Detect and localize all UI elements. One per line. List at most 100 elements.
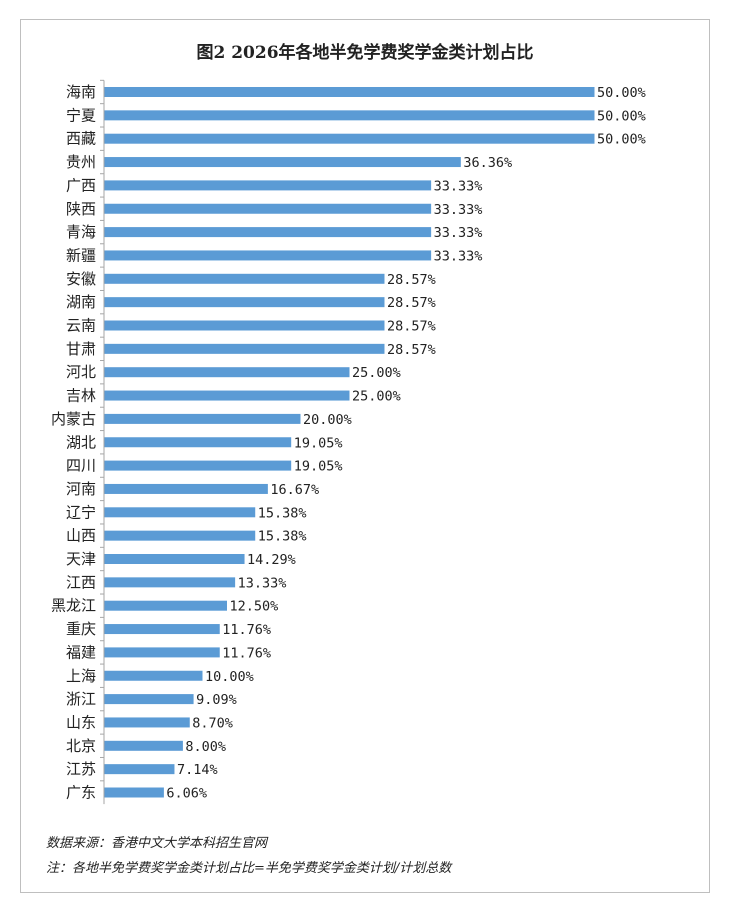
bar-20 <box>104 554 245 564</box>
data-label: 50.00% <box>597 132 646 148</box>
data-label: 25.00% <box>352 365 401 381</box>
data-label: 20.00% <box>303 412 352 428</box>
category-label: 上海 <box>66 667 96 685</box>
data-label: 28.57% <box>387 342 436 358</box>
category-label: 云南 <box>66 317 96 335</box>
data-label: 8.70% <box>192 715 233 731</box>
data-label: 12.50% <box>230 599 279 615</box>
category-label: 湖北 <box>66 433 96 451</box>
bar-9 <box>104 297 385 308</box>
bar-21 <box>104 577 236 588</box>
bar-24 <box>104 647 220 658</box>
data-label: 50.00% <box>597 85 646 101</box>
data-label: 8.00% <box>185 739 226 755</box>
data-label: 50.00% <box>597 108 646 124</box>
bar-16 <box>104 460 292 471</box>
category-label: 贵州 <box>66 153 96 171</box>
data-label: 11.76% <box>222 645 271 661</box>
data-label: 6.06% <box>166 786 207 802</box>
category-label: 广东 <box>66 784 96 802</box>
bar-7 <box>104 250 432 261</box>
data-label: 13.33% <box>238 575 287 591</box>
bar-0 <box>104 87 595 97</box>
data-label: 7.14% <box>177 762 218 778</box>
data-label: 9.09% <box>196 692 237 708</box>
bar-6 <box>104 227 432 238</box>
category-label: 甘肃 <box>66 340 96 358</box>
category-label: 黑龙江 <box>51 597 96 615</box>
data-source-note: 数据来源：香港中文大学本科招生官网 <box>46 836 268 851</box>
data-label: 28.57% <box>387 272 436 288</box>
category-label: 福建 <box>66 643 96 661</box>
category-label: 内蒙古 <box>51 410 96 428</box>
bar-10 <box>104 320 385 331</box>
category-label: 浙江 <box>66 690 96 708</box>
bar-22 <box>104 600 227 611</box>
data-label: 15.38% <box>258 505 307 521</box>
data-label: 33.33% <box>434 202 483 218</box>
bar-28 <box>104 740 183 751</box>
bar-23 <box>104 624 220 635</box>
category-label: 北京 <box>66 737 96 755</box>
chart-title: 图2 2026年各地半免学费奖学金类计划占比 <box>196 43 534 63</box>
bar-5 <box>104 203 432 214</box>
bar-1 <box>104 110 595 121</box>
category-label: 江西 <box>66 573 96 591</box>
data-label: 11.76% <box>222 622 271 638</box>
bars <box>104 87 595 798</box>
category-label: 辽宁 <box>66 503 96 521</box>
chart-axis <box>100 79 105 805</box>
bar-30 <box>104 787 164 798</box>
bar-26 <box>104 694 194 705</box>
bar-17 <box>104 483 268 494</box>
category-label: 青海 <box>66 223 96 241</box>
category-label: 湖南 <box>66 293 96 311</box>
bar-27 <box>104 717 190 728</box>
bar-29 <box>104 764 175 775</box>
data-label: 33.33% <box>434 178 483 194</box>
data-label: 16.67% <box>270 482 319 498</box>
category-label: 山东 <box>66 713 96 731</box>
data-label: 14.29% <box>247 552 296 568</box>
category-label: 宁夏 <box>66 106 96 124</box>
category-label: 吉林 <box>66 387 96 405</box>
category-label: 新疆 <box>66 246 96 264</box>
data-label: 25.00% <box>352 389 401 405</box>
category-label: 安徽 <box>66 270 96 288</box>
bar-14 <box>104 413 301 424</box>
bar-3 <box>104 157 461 168</box>
value-labels: 50.00% 50.00% 50.00% 36.36% 33.33% 33.33% 33.3… <box>166 85 645 802</box>
category-label: 重庆 <box>66 620 96 638</box>
data-label: 15.38% <box>258 529 307 545</box>
category-label: 四川 <box>66 457 96 475</box>
category-label: 广西 <box>66 176 96 194</box>
category-label: 山西 <box>66 527 96 545</box>
data-label: 19.05% <box>294 435 343 451</box>
bar-19 <box>104 530 256 541</box>
data-label: 28.57% <box>387 295 436 311</box>
category-labels: 海南宁夏西藏贵州广西陕西青海新疆安徽湖南云南甘肃河北吉林内蒙古湖北四川河南辽宁山… <box>51 83 96 802</box>
data-label: 19.05% <box>294 459 343 475</box>
bar-15 <box>104 437 292 448</box>
category-label: 河北 <box>66 363 96 381</box>
category-label: 江苏 <box>66 760 96 778</box>
data-label: 33.33% <box>434 225 483 241</box>
formula-note: 注：各地半免学费奖学金类计划占比=半免学费奖学金类计划/计划总数 <box>46 861 452 876</box>
bar-18 <box>104 507 256 518</box>
category-label: 天津 <box>66 550 96 568</box>
data-label: 28.57% <box>387 319 436 335</box>
data-label: 33.33% <box>434 248 483 264</box>
category-label: 西藏 <box>66 130 96 148</box>
bar-25 <box>104 670 203 681</box>
category-label: 河南 <box>66 480 96 498</box>
bar-11 <box>104 343 385 354</box>
bar-8 <box>104 273 385 284</box>
bar-13 <box>104 390 350 401</box>
category-label: 海南 <box>66 83 96 101</box>
category-label: 陕西 <box>66 200 96 218</box>
bar-12 <box>104 367 350 378</box>
data-label: 36.36% <box>463 155 512 171</box>
bar-4 <box>104 180 432 191</box>
data-label: 10.00% <box>205 669 254 685</box>
